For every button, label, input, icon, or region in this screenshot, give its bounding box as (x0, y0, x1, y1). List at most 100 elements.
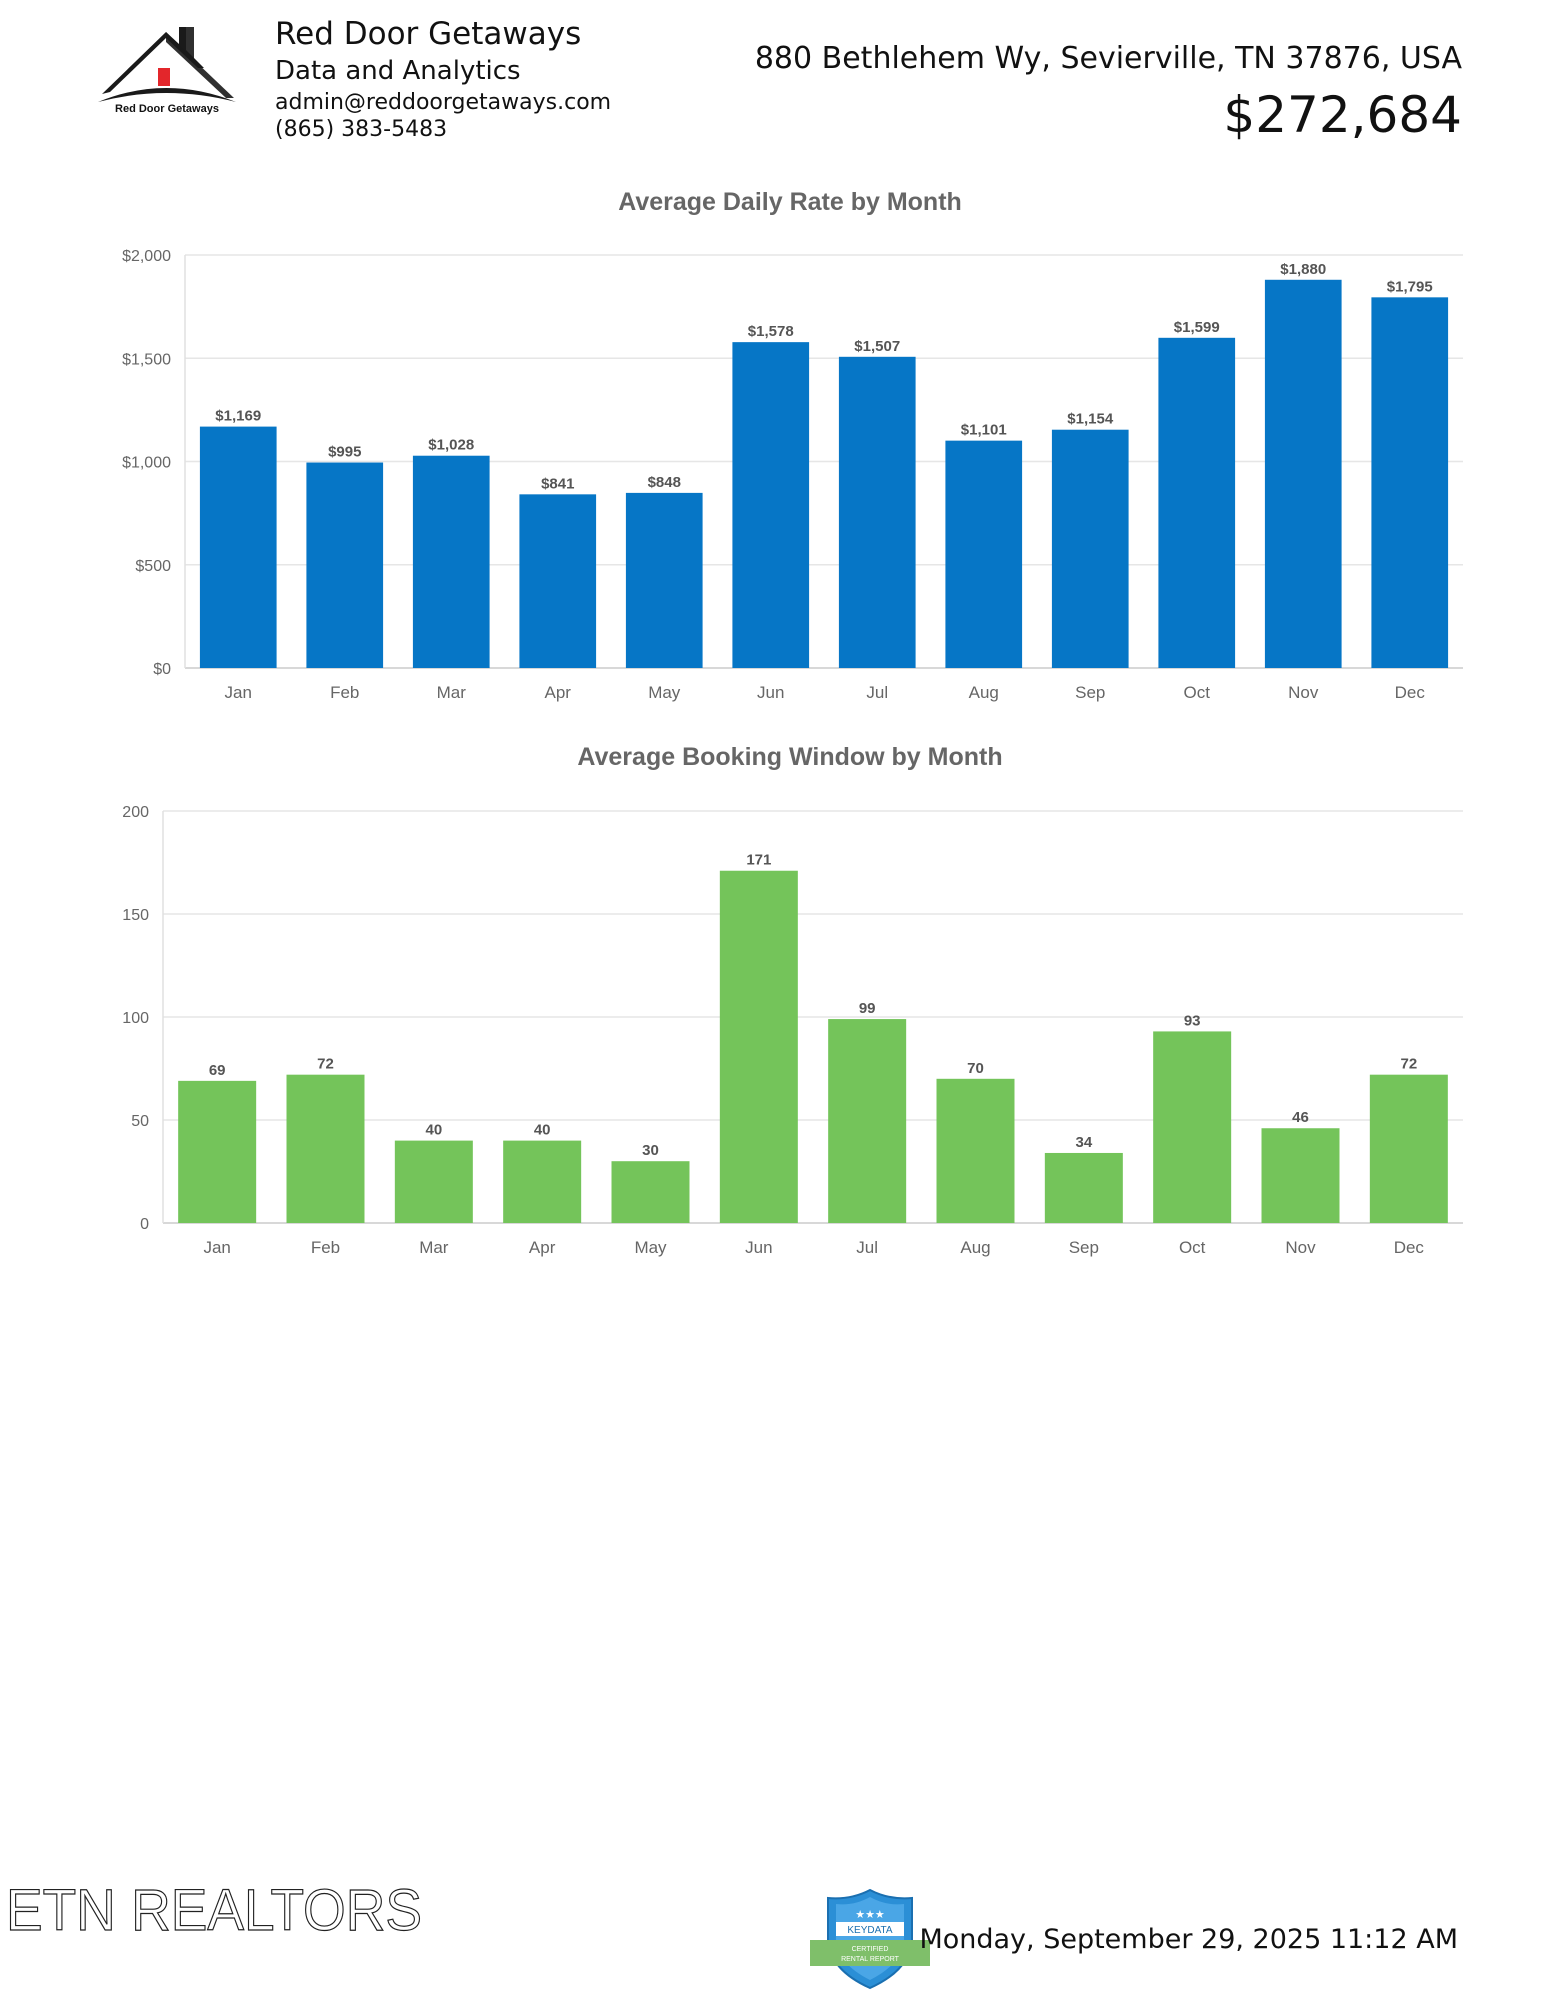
y-tick-label: 100 (122, 1010, 149, 1027)
x-tick-label: Feb (330, 683, 359, 702)
bar-may (611, 1161, 690, 1223)
bar-may (625, 492, 703, 668)
y-tick-label: $0 (153, 661, 171, 678)
x-tick-label: Feb (311, 1238, 340, 1257)
svg-text:KEYDATA: KEYDATA (847, 1925, 893, 1936)
data-label: $1,578 (748, 323, 794, 340)
bar-jan (199, 426, 277, 668)
data-label: 99 (859, 1000, 876, 1017)
x-tick-label: Jan (225, 683, 252, 702)
svg-text:CERTIFIED: CERTIFIED (852, 1946, 889, 1953)
company-email[interactable]: admin@reddoorgetaways.com (275, 90, 612, 115)
y-tick-label: $1,500 (122, 351, 171, 368)
company-phone: (865) 383-5483 (275, 117, 448, 142)
bar-dec (1369, 1074, 1448, 1223)
x-tick-label: Sep (1069, 1238, 1099, 1257)
x-tick-label: Apr (545, 683, 572, 702)
data-label: 46 (1292, 1109, 1309, 1126)
x-tick-label: Oct (1184, 683, 1211, 702)
y-tick-label: 50 (131, 1113, 149, 1130)
x-tick-label: Sep (1075, 683, 1105, 702)
svg-text:★★★: ★★★ (855, 1909, 885, 1921)
bar-jan (178, 1080, 257, 1223)
adr-chart: $0 $500 $1,000 $1,500 $2,000 $1,169 Jan $995 Feb… (122, 248, 1463, 702)
chart-title-booking: Average Booking Window by Month (577, 743, 1003, 771)
x-tick-label: Jul (866, 683, 888, 702)
bar-feb (286, 1074, 365, 1223)
bar-jun (719, 870, 798, 1223)
x-tick-label: May (648, 683, 681, 702)
data-label: $995 (328, 444, 361, 461)
data-label: 34 (1075, 1134, 1092, 1151)
bar-feb (306, 462, 384, 668)
bar-mar (394, 1140, 473, 1223)
property-price: $272,684 (1223, 86, 1462, 144)
data-label: $841 (541, 475, 574, 492)
y-tick-label: $500 (135, 558, 171, 575)
y-tick-label: 200 (122, 804, 149, 821)
bar-oct (1158, 337, 1236, 668)
x-tick-label: Dec (1394, 1238, 1425, 1257)
data-label: $1,169 (215, 408, 261, 425)
x-tick-label: Mar (419, 1238, 449, 1257)
data-label: $1,795 (1387, 278, 1433, 295)
y-tick-label: $1,000 (122, 455, 171, 472)
x-tick-label: May (634, 1238, 667, 1257)
svg-text:Red Door Getaways: Red Door Getaways (115, 103, 219, 115)
bar-jul (838, 356, 916, 668)
chart-title-adr: Average Daily Rate by Month (618, 188, 962, 216)
svg-text:ETN REALTORS: ETN REALTORS (6, 1882, 422, 1938)
x-tick-label: Aug (969, 683, 999, 702)
data-label: 69 (209, 1062, 226, 1079)
bar-sep (1051, 429, 1129, 668)
y-tick-label: 0 (140, 1216, 149, 1233)
data-label: $1,028 (428, 437, 474, 454)
data-label: $1,599 (1174, 319, 1220, 336)
data-label: 72 (317, 1056, 334, 1073)
bar-nov (1264, 279, 1342, 668)
bar-aug (945, 440, 1023, 668)
data-label: 40 (425, 1122, 442, 1139)
data-label: 171 (746, 852, 771, 869)
x-tick-label: Oct (1179, 1238, 1206, 1257)
bar-mar (412, 455, 490, 668)
company-subtitle: Data and Analytics (275, 56, 521, 86)
x-tick-label: Aug (960, 1238, 990, 1257)
bar-jun (732, 342, 810, 668)
bar-aug (936, 1078, 1015, 1223)
etn-realtors-logo: ETN REALTORS (5, 1882, 422, 1938)
x-tick-label: Nov (1285, 1238, 1316, 1257)
bar-nov (1261, 1128, 1340, 1223)
data-label: $1,101 (961, 422, 1007, 439)
x-tick-label: Jul (856, 1238, 878, 1257)
data-label: $1,154 (1067, 411, 1114, 428)
bar-dec (1371, 297, 1449, 668)
y-tick-label: $2,000 (122, 248, 171, 265)
bar-apr (503, 1140, 582, 1223)
svg-text:RENTAL REPORT: RENTAL REPORT (841, 1956, 900, 1963)
x-tick-label: Nov (1288, 683, 1319, 702)
x-tick-label: Jun (757, 683, 784, 702)
data-label: 93 (1184, 1012, 1201, 1029)
x-tick-label: Jan (203, 1238, 230, 1257)
x-tick-label: Dec (1395, 683, 1426, 702)
x-tick-label: Apr (529, 1238, 556, 1257)
keydata-certified-badge: ★★★ KEYDATA CERTIFIED RENTAL REPORT (810, 1888, 930, 1990)
data-label: $1,880 (1280, 261, 1326, 278)
company-name: Red Door Getaways (275, 16, 582, 52)
red-door-getaways-logo: Red Door Getaways (98, 27, 236, 115)
data-label: 70 (967, 1060, 984, 1077)
data-label: 72 (1400, 1056, 1417, 1073)
bar-sep (1044, 1152, 1123, 1223)
y-tick-label: 150 (122, 907, 149, 924)
bar-jul (828, 1019, 907, 1223)
x-tick-label: Jun (745, 1238, 772, 1257)
data-label: 40 (534, 1122, 551, 1139)
property-address: 880 Bethlehem Wy, Sevierville, TN 37876,… (754, 41, 1462, 76)
data-label: $848 (648, 474, 681, 491)
bar-apr (519, 494, 597, 668)
booking-window-chart: 0 50 100 150 200 69 Jan 72 Feb 40 Mar 40 Apr 30 May 171… (122, 804, 1463, 1257)
report-datetime: Monday, September 29, 2025 11:12 AM (919, 1924, 1458, 1955)
data-label: 30 (642, 1142, 659, 1159)
